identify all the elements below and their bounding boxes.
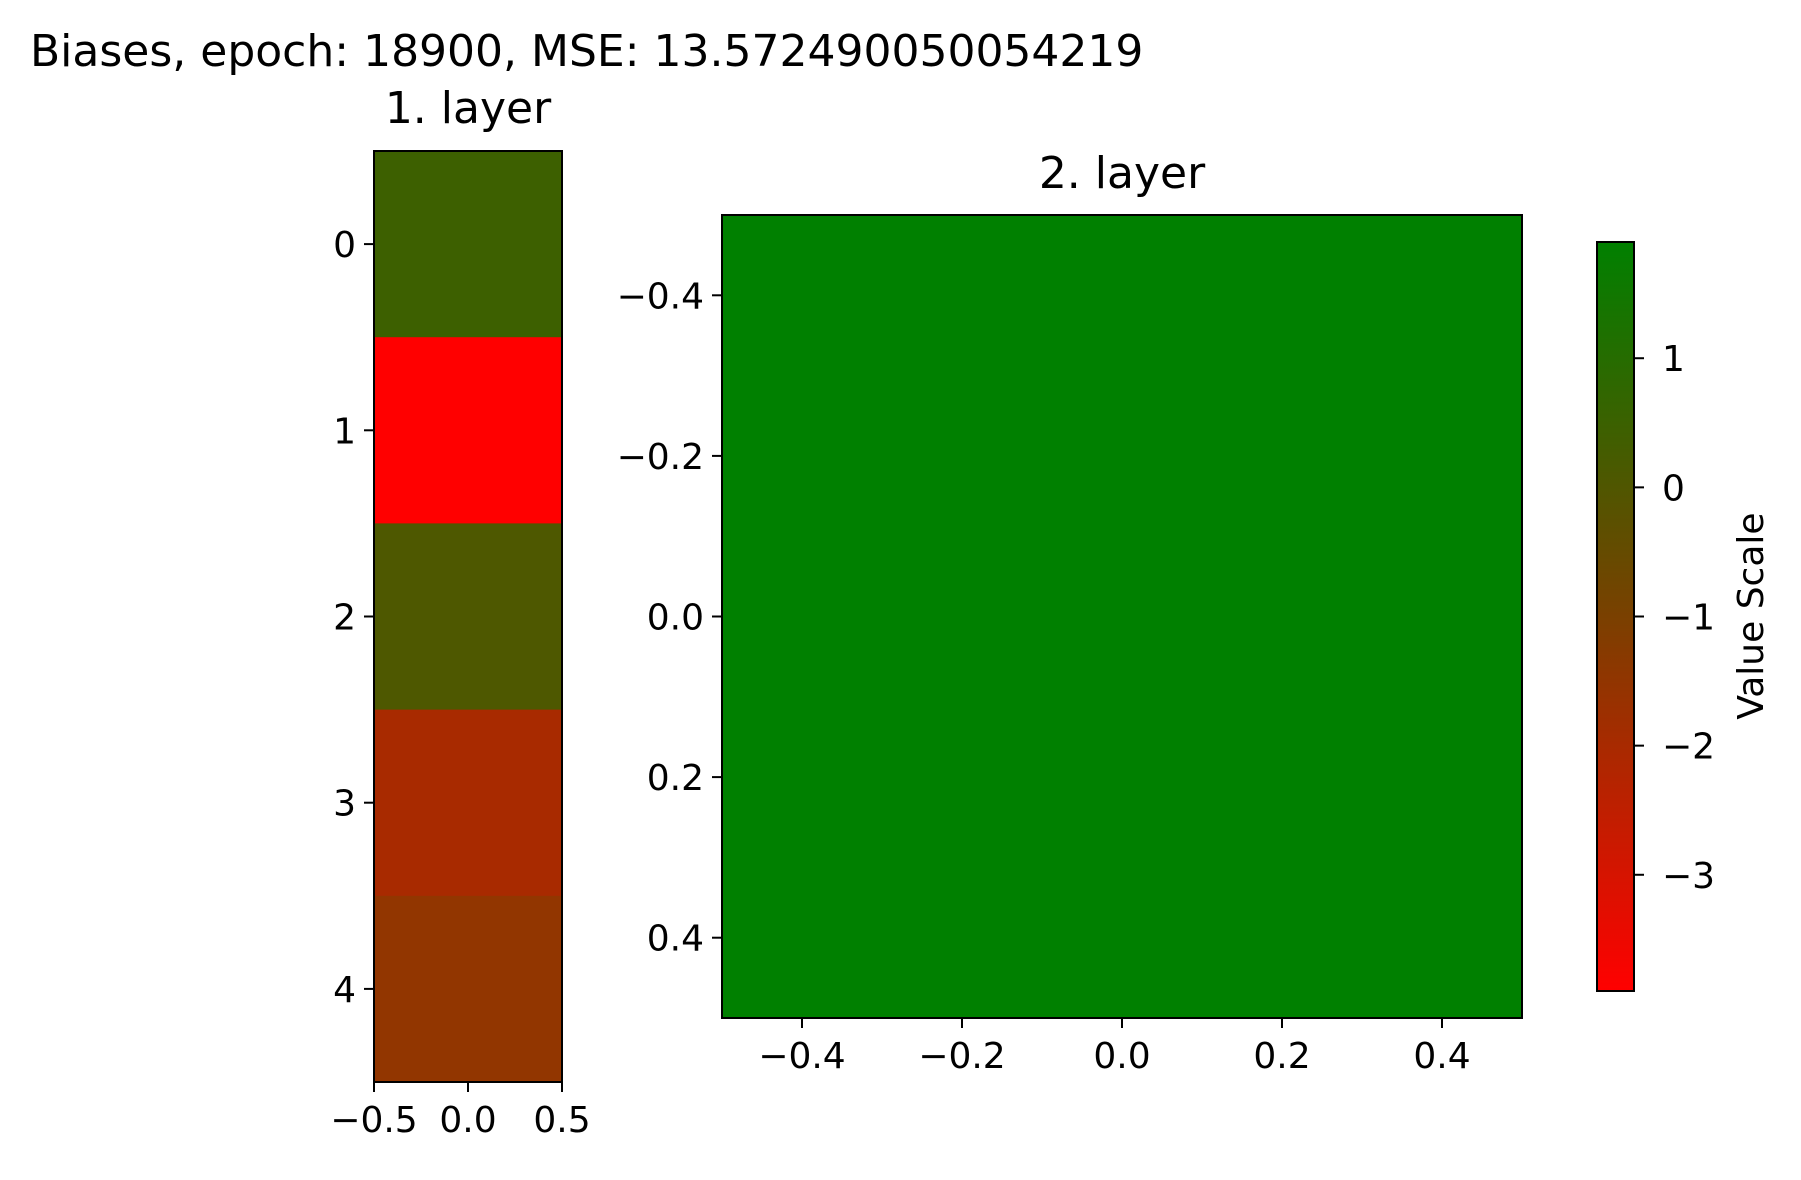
figure-suptitle: Biases, epoch: 18900, MSE: 13.5724900500…: [30, 26, 1143, 77]
heatmap-layer-2-ytick-label-1: −0.2: [617, 437, 704, 478]
colorbar-tick-label-0: 1: [1662, 339, 1685, 380]
heatmap-layer-1-xtick-label-0: −0.5: [330, 1100, 417, 1141]
heatmap-layer-1-title: 1. layer: [385, 83, 552, 134]
colorbar-tick-label-3: −2: [1662, 727, 1715, 768]
heatmap-layer-1-ytick-label-0: 0: [333, 225, 356, 266]
heatmap-layer-2-ytick-label-0: −0.4: [617, 276, 704, 317]
colorbar: 1 0 −1 −2 −3 Value Scale: [1596, 241, 1772, 992]
heatmap-layer-2-cell-0: [722, 215, 1523, 1019]
colorbar-tick-label-2: −1: [1662, 598, 1715, 639]
heatmap-layer-1-ytick-label-1: 1: [333, 411, 356, 452]
heatmap-layer-1-cell-0: [374, 151, 563, 338]
heatmap-layer-2-title: 2. layer: [1039, 148, 1206, 199]
colorbar-tick-label-1: 0: [1662, 468, 1685, 509]
heatmap-layer-1-cell-1: [374, 337, 563, 524]
heatmap-layer-1-xtick-label-2: 0.5: [533, 1100, 590, 1141]
heatmap-layer-2-xtick-label-3: 0.2: [1253, 1036, 1310, 1077]
heatmap-layer-2-ytick-label-3: 0.2: [647, 758, 704, 799]
heatmap-layer-2-xtick-label-2: 0.0: [1093, 1036, 1150, 1077]
heatmap-layer-2: 2. layer −0.4 −0.2 0.0 0.2 0.4 −0.4 −0.2 0.0 0.…: [617, 148, 1523, 1077]
heatmap-layer-2-xtick-label-0: −0.4: [758, 1036, 845, 1077]
heatmap-layer-1-xtick-label-1: 0.0: [439, 1100, 496, 1141]
heatmap-layer-1-cell-2: [374, 523, 563, 711]
heatmap-layer-1-ytick-label-4: 4: [333, 970, 356, 1011]
heatmap-layer-1-cell-3: [374, 709, 563, 897]
heatmap-layer-1-cell-4: [374, 895, 563, 1083]
heatmap-layer-2-xtick-label-4: 0.4: [1413, 1036, 1470, 1077]
heatmap-layer-1-ytick-label-2: 2: [333, 598, 356, 639]
heatmap-layer-2-ytick-label-4: 0.4: [647, 919, 704, 960]
heatmap-layer-1-ytick-label-3: 3: [333, 784, 356, 825]
colorbar-tick-label-4: −3: [1662, 856, 1715, 897]
heatmap-layer-2-xtick-label-1: −0.2: [918, 1036, 1005, 1077]
heatmap-layer-1: 1. layer −0.5 0.0 0.5 0 1 2 3 4: [330, 83, 590, 1141]
heatmap-layer-2-ytick-label-2: 0.0: [647, 598, 704, 639]
colorbar-label: Value Scale: [1731, 512, 1772, 719]
colorbar-gradient: [1596, 241, 1635, 992]
